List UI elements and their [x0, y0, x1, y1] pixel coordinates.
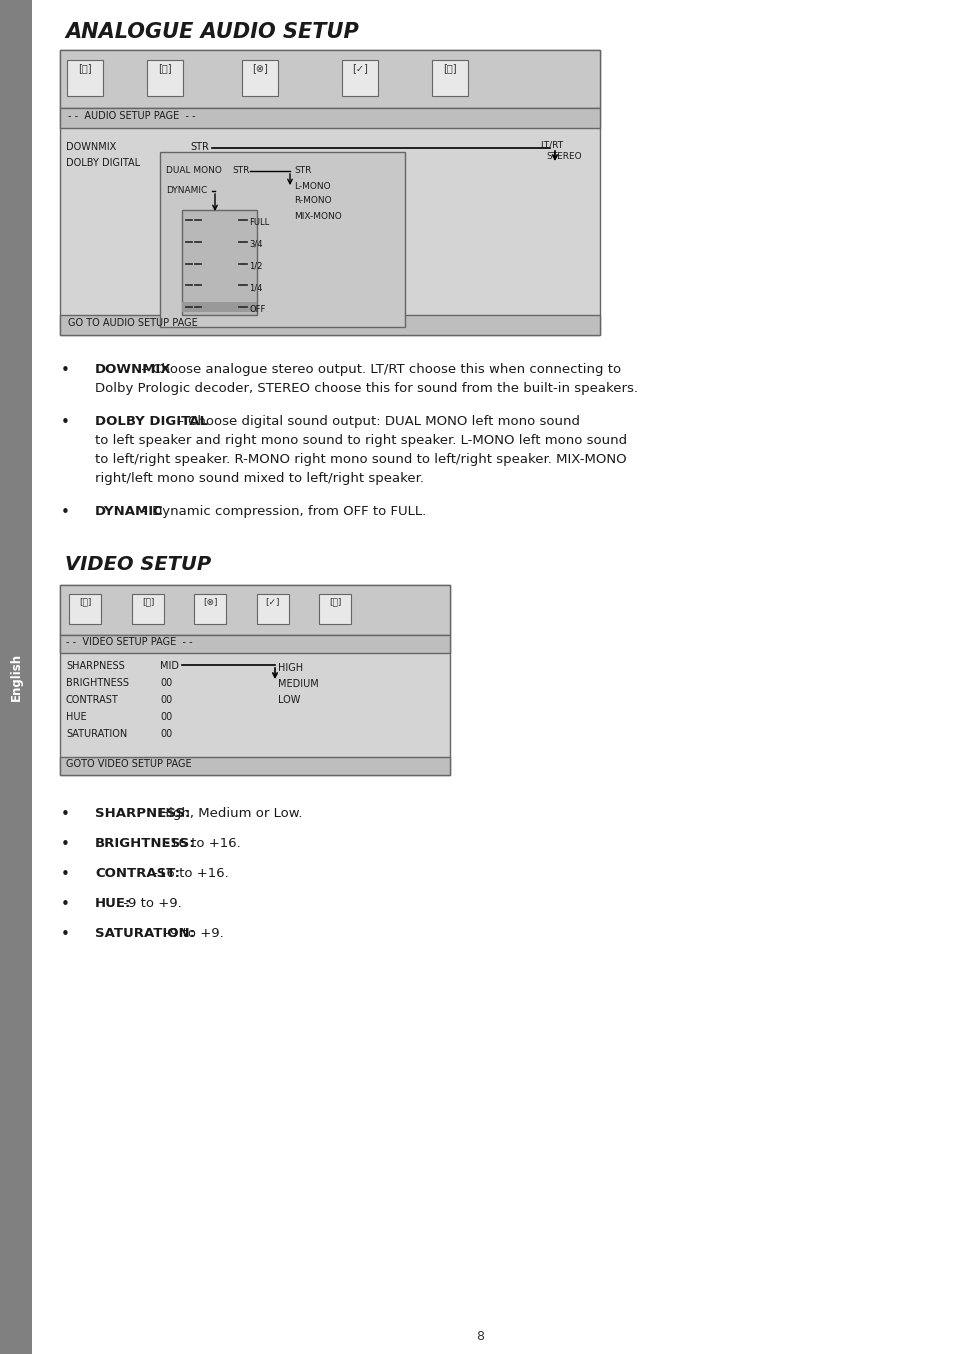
Bar — [257, 594, 289, 624]
Text: to left/right speaker. R-MONO right mono sound to left/right speaker. MIX-MONO: to left/right speaker. R-MONO right mono… — [95, 454, 627, 466]
Text: LT/RT: LT/RT — [540, 139, 564, 149]
Text: MIX-MONO: MIX-MONO — [294, 213, 342, 221]
Text: English: English — [10, 653, 22, 701]
Text: [🔒]: [🔒] — [444, 64, 457, 73]
Text: Dolby Prologic decoder, STEREO choose this for sound from the built-in speakers.: Dolby Prologic decoder, STEREO choose th… — [95, 382, 638, 395]
Text: -16 to +16.: -16 to +16. — [149, 867, 228, 880]
Text: CONTRAST:: CONTRAST: — [95, 867, 180, 880]
Bar — [182, 210, 257, 315]
Text: [🖼]: [🖼] — [79, 597, 91, 607]
Text: OFF: OFF — [249, 305, 265, 314]
Text: right/left mono sound mixed to left/right speaker.: right/left mono sound mixed to left/righ… — [95, 473, 424, 485]
Text: FULL: FULL — [249, 218, 269, 227]
Text: •: • — [61, 807, 70, 822]
Bar — [60, 757, 450, 774]
Bar — [160, 152, 405, 328]
Text: – Choose analogue stereo output. LT/RT choose this when connecting to: – Choose analogue stereo output. LT/RT c… — [137, 363, 621, 376]
Text: [🖼]: [🖼] — [78, 64, 92, 73]
Text: STR: STR — [294, 167, 311, 175]
Text: STEREO: STEREO — [546, 152, 582, 161]
Bar — [60, 585, 450, 635]
Text: 00: 00 — [160, 678, 172, 688]
Text: – Choose digital sound output: DUAL MONO left mono sound: – Choose digital sound output: DUAL MONO… — [173, 414, 580, 428]
Text: [✓]: [✓] — [352, 64, 368, 73]
Bar — [0, 0, 32, 1354]
Bar — [242, 60, 278, 96]
Text: DUAL MONO: DUAL MONO — [166, 167, 222, 175]
Text: GOTO VIDEO SETUP PAGE: GOTO VIDEO SETUP PAGE — [66, 760, 192, 769]
Text: •: • — [61, 363, 70, 378]
Text: 8: 8 — [476, 1330, 484, 1343]
Text: [🔊]: [🔊] — [158, 64, 172, 73]
Text: •: • — [61, 837, 70, 852]
Text: SHARPNESS:: SHARPNESS: — [95, 807, 190, 821]
Text: HIGH: HIGH — [278, 663, 303, 673]
Text: VIDEO SETUP: VIDEO SETUP — [65, 555, 211, 574]
Text: DOLBY DIGITAL: DOLBY DIGITAL — [66, 158, 140, 168]
Text: 3/4: 3/4 — [249, 240, 262, 249]
Text: -16 to +16.: -16 to +16. — [161, 837, 241, 850]
Text: [⊗]: [⊗] — [252, 64, 268, 73]
Text: 00: 00 — [160, 695, 172, 705]
Text: SATURATION: SATURATION — [66, 728, 128, 739]
Text: ANALOGUE AUDIO SETUP: ANALOGUE AUDIO SETUP — [65, 22, 359, 42]
Text: - -  VIDEO SETUP PAGE  - -: - - VIDEO SETUP PAGE - - — [66, 636, 193, 647]
Text: [✓]: [✓] — [266, 597, 280, 607]
Text: 1/4: 1/4 — [249, 283, 262, 292]
Bar — [60, 315, 600, 334]
Text: 00: 00 — [160, 728, 172, 739]
Text: •: • — [61, 867, 70, 881]
Bar — [342, 60, 378, 96]
Text: DOWNMIX: DOWNMIX — [95, 363, 172, 376]
Text: STR: STR — [190, 142, 209, 152]
Text: SATURATION:: SATURATION: — [95, 927, 195, 940]
Text: LOW: LOW — [278, 695, 300, 705]
Text: DYNAMIC: DYNAMIC — [166, 185, 207, 195]
Bar — [67, 60, 103, 96]
Text: CONTRAST: CONTRAST — [66, 695, 119, 705]
Text: L-MONO: L-MONO — [294, 181, 330, 191]
Text: [🔒]: [🔒] — [329, 597, 341, 607]
Text: BRIGHTNESS:: BRIGHTNESS: — [95, 837, 196, 850]
Text: HUE:: HUE: — [95, 896, 132, 910]
Text: 00: 00 — [160, 712, 172, 722]
Text: MID: MID — [160, 661, 179, 672]
Text: •: • — [61, 927, 70, 942]
Text: R-MONO: R-MONO — [294, 196, 331, 204]
Text: to left speaker and right mono sound to right speaker. L-MONO left mono sound: to left speaker and right mono sound to … — [95, 435, 627, 447]
Bar — [60, 108, 600, 129]
Text: [⊗]: [⊗] — [203, 597, 217, 607]
Bar — [132, 594, 164, 624]
Text: – Dynamic compression, from OFF to FULL.: – Dynamic compression, from OFF to FULL. — [137, 505, 426, 519]
Bar — [319, 594, 351, 624]
Text: -9 to +9.: -9 to +9. — [119, 896, 181, 910]
Text: •: • — [61, 896, 70, 913]
Bar — [432, 60, 468, 96]
Text: 1/2: 1/2 — [249, 261, 262, 271]
Bar — [60, 585, 450, 774]
Bar — [60, 635, 450, 653]
Text: MEDIUM: MEDIUM — [278, 678, 319, 689]
Text: BRIGHTNESS: BRIGHTNESS — [66, 678, 129, 688]
Text: -9 to +9.: -9 to +9. — [161, 927, 224, 940]
Text: DOLBY DIGITAL: DOLBY DIGITAL — [95, 414, 208, 428]
Text: - -  AUDIO SETUP PAGE  - -: - - AUDIO SETUP PAGE - - — [68, 111, 196, 121]
Bar — [69, 594, 101, 624]
Text: High, Medium or Low.: High, Medium or Low. — [155, 807, 302, 821]
Bar — [182, 302, 257, 311]
Text: DOWNMIX: DOWNMIX — [66, 142, 116, 152]
Text: •: • — [61, 505, 70, 520]
Bar — [60, 50, 600, 334]
Text: DYNAMIC: DYNAMIC — [95, 505, 164, 519]
Bar — [194, 594, 226, 624]
Text: STR: STR — [232, 167, 250, 175]
Text: GO TO AUDIO SETUP PAGE: GO TO AUDIO SETUP PAGE — [68, 318, 198, 328]
Text: [🔊]: [🔊] — [142, 597, 155, 607]
Bar — [60, 50, 600, 108]
Bar — [147, 60, 183, 96]
Text: •: • — [61, 414, 70, 431]
Text: HUE: HUE — [66, 712, 86, 722]
Text: SHARPNESS: SHARPNESS — [66, 661, 125, 672]
